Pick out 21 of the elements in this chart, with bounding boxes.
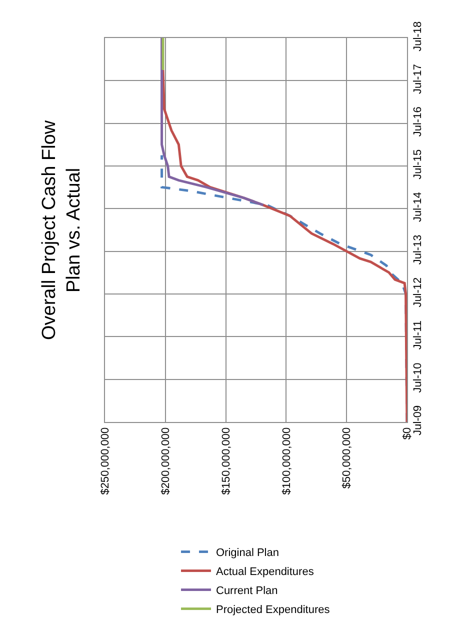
y-tick-label: Jul-12 xyxy=(412,277,424,308)
y-tick-label: Jul-14 xyxy=(412,192,424,222)
y-tick-label: Jul-17 xyxy=(412,64,424,94)
text: Overall Project Cash Flow Plan vs. Actual xyxy=(39,120,85,340)
legend-label: Original Plan xyxy=(216,546,279,559)
y-tick-label: Jul-16 xyxy=(412,106,424,137)
y-tick-label: Jul-09 xyxy=(412,405,424,436)
x-tick-label: $200,000,000 xyxy=(160,427,172,495)
x-tick-label: $100,000,000 xyxy=(280,427,293,495)
y-tick-label: Jul-13 xyxy=(412,234,424,265)
x-tick-label: $50,000,000 xyxy=(341,427,354,489)
legend-label: Current Plan xyxy=(216,584,278,597)
y-tick-label: Jul-15 xyxy=(412,149,424,180)
y-tick-label: Jul-18 xyxy=(412,21,424,52)
x-tick-label: $150,000,000 xyxy=(220,427,232,495)
y-tick-label: Jul-10 xyxy=(412,362,424,393)
x-tick-label: $250,000,000 xyxy=(100,427,112,495)
x-tick-label: $0 xyxy=(402,427,414,440)
legend-label: Actual Expenditures xyxy=(216,566,314,578)
y-tick-label: Jul-11 xyxy=(412,320,424,350)
legend-label: Projected Expenditures xyxy=(216,604,330,616)
